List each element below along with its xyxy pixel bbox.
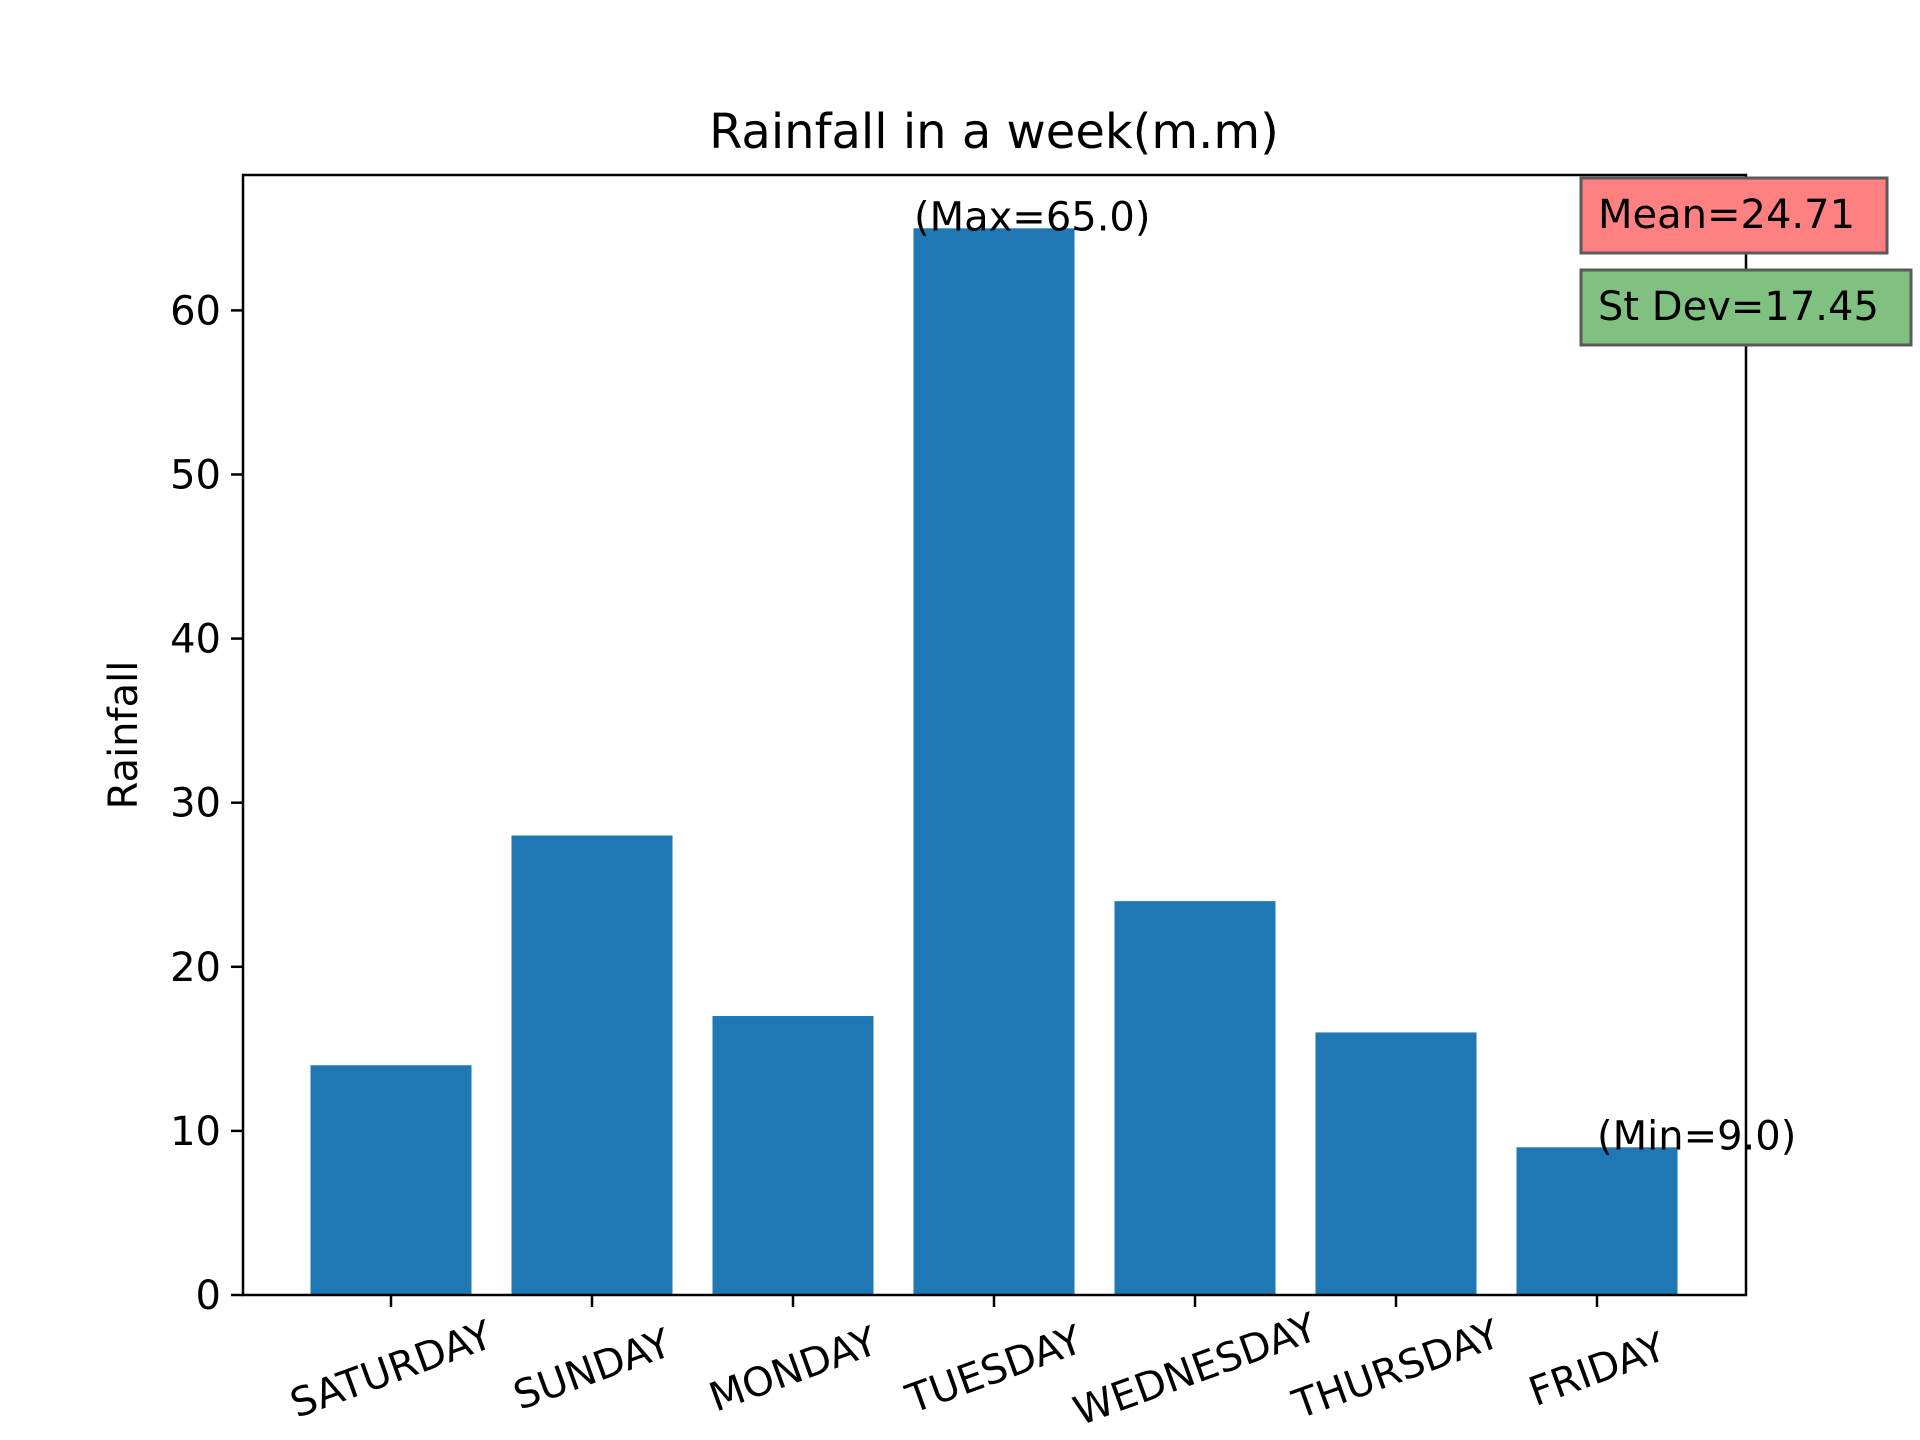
stdev-box: St Dev=17.45 (1579, 268, 1913, 347)
x-tick-label-saturday: SATURDAY (284, 1312, 498, 1427)
bar-monday (712, 1016, 874, 1295)
bar-friday (1516, 1147, 1678, 1295)
y-tick-label: 30 (170, 781, 221, 827)
stdev-box-background (1579, 268, 1913, 347)
y-axis-label: Rainfall (101, 661, 147, 810)
bar-sunday (511, 835, 673, 1295)
x-tick-label-friday: FRIDAY (1523, 1324, 1672, 1416)
x-axis: SATURDAY SUNDAY MONDAY TUESDAYWEDNESDAYTHUR… (284, 1295, 1672, 1435)
bar-tuesday (913, 228, 1075, 1295)
bars-group (310, 228, 1678, 1295)
mean-text: Mean=24.71 (1598, 192, 1855, 238)
x-tick-label-wednesday: WEDNESDAY (1068, 1305, 1324, 1436)
x-tick-label-sunday: SUNDAY (508, 1320, 678, 1419)
x-tick-label-thursday: THURSDAY (1286, 1311, 1506, 1429)
max-annotation: (Max=65.0) (914, 194, 1150, 240)
stdev-text: St Dev=17.45 (1598, 284, 1879, 330)
y-axis: 0 10 20 30 40 50 60 (170, 288, 243, 1319)
y-tick-label: 60 (170, 288, 221, 334)
bar-thursday (1315, 1032, 1477, 1295)
bar-saturday (310, 1065, 472, 1295)
y-tick-label: 40 (170, 617, 221, 663)
y-tick-label: 20 (170, 945, 221, 991)
mean-box: Mean=24.71 (1579, 176, 1889, 255)
mean-box-background (1579, 176, 1889, 255)
y-tick-label: 0 (196, 1273, 221, 1319)
x-tick-label-monday: MONDAY (703, 1318, 883, 1421)
chart-title: Rainfall in a week(m.m) (709, 104, 1279, 160)
y-tick-label: 50 (170, 452, 221, 498)
y-tick-label: 10 (170, 1109, 221, 1155)
min-annotation: (Min=9.0) (1597, 1113, 1796, 1159)
x-tick-label-tuesday: TUESDAY (899, 1317, 1088, 1423)
bar-wednesday (1114, 901, 1276, 1295)
